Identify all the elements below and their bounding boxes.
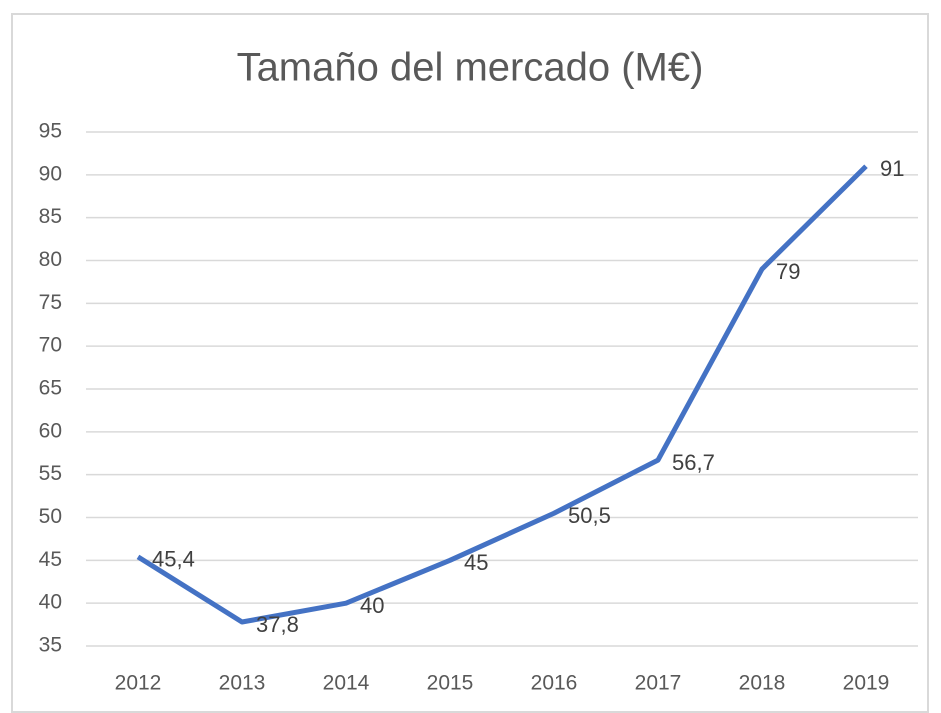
y-tick-label: 80 — [39, 248, 62, 271]
y-tick-label: 95 — [39, 120, 62, 143]
y-tick-label: 40 — [39, 591, 62, 614]
x-tick-label: 2013 — [219, 672, 266, 695]
y-tick-label: 90 — [39, 162, 62, 185]
x-tick-label: 2016 — [531, 672, 578, 695]
chart-title: Tamaño del mercado (M€) — [237, 46, 704, 90]
x-tick-label: 2015 — [427, 672, 474, 695]
y-tick-label: 50 — [39, 505, 62, 528]
data-label: 45,4 — [152, 547, 195, 572]
x-tick-label: 2017 — [635, 672, 682, 695]
x-tick-label: 2012 — [115, 672, 162, 695]
data-label: 91 — [880, 156, 904, 181]
data-line — [136, 164, 868, 625]
data-label: 40 — [360, 593, 384, 618]
chart-border — [11, 13, 929, 713]
data-label: 56,7 — [672, 450, 715, 475]
data-label: 50,5 — [568, 503, 611, 528]
y-tick-label: 35 — [39, 634, 62, 657]
y-tick-label: 70 — [39, 334, 62, 357]
x-tick-label: 2014 — [323, 672, 370, 695]
data-label: 45 — [464, 550, 488, 575]
x-tick-label: 2018 — [739, 672, 786, 695]
y-tick-label: 45 — [39, 548, 62, 571]
y-tick-label: 55 — [39, 462, 62, 485]
y-tick-label: 60 — [39, 419, 62, 442]
data-label: 79 — [776, 259, 800, 284]
y-tick-label: 85 — [39, 205, 62, 228]
y-tick-label: 75 — [39, 291, 62, 314]
x-tick-label: 2019 — [843, 672, 890, 695]
data-label: 37,8 — [256, 612, 299, 637]
y-tick-label: 65 — [39, 377, 62, 400]
